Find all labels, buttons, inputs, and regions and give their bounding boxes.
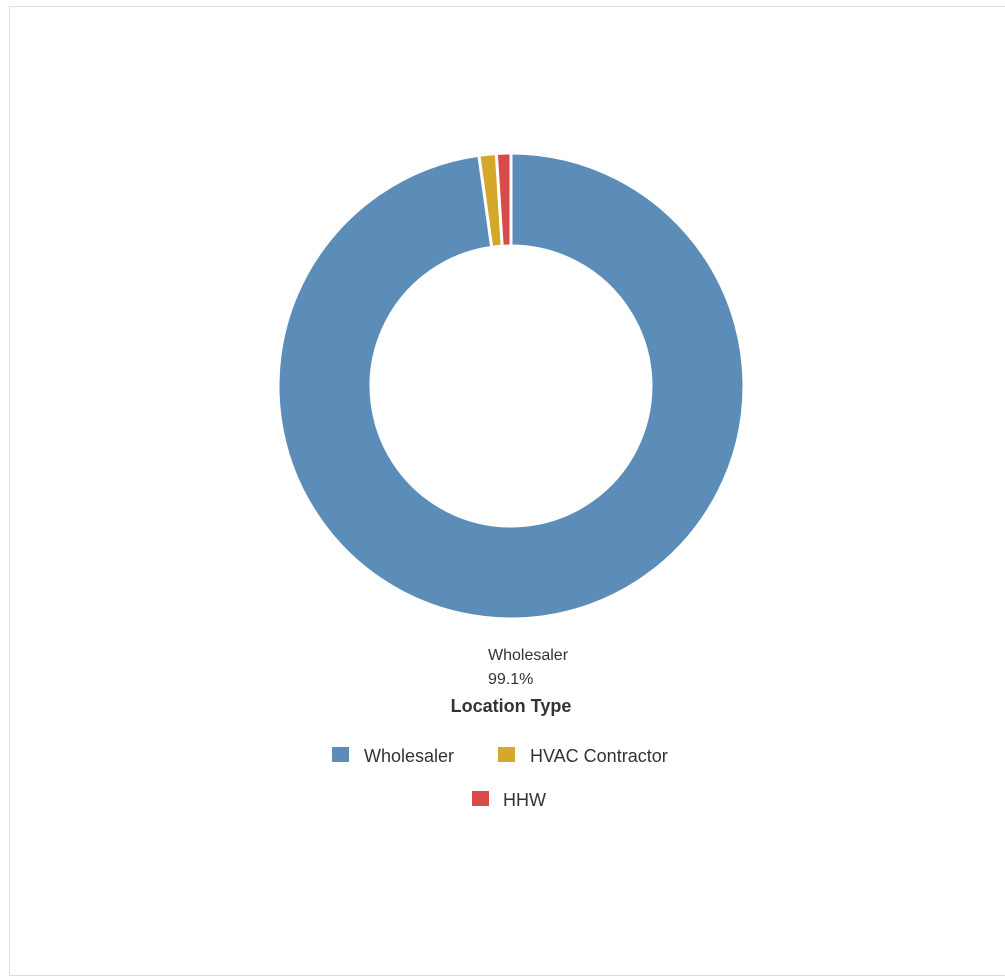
legend-item-hvac-contractor[interactable]: HVAC Contractor bbox=[498, 746, 668, 766]
legend-label-hvac-contractor: HVAC Contractor bbox=[530, 746, 668, 766]
donut-slice-wholesaler[interactable] bbox=[276, 151, 746, 621]
legend-swatch-hhw bbox=[472, 791, 489, 806]
legend-swatch-wholesaler bbox=[332, 747, 349, 762]
legend-label-hhw: HHW bbox=[503, 790, 546, 810]
legend-item-wholesaler[interactable]: Wholesaler bbox=[332, 746, 454, 766]
donut-slice-hhw[interactable] bbox=[494, 151, 513, 248]
donut-slices bbox=[276, 151, 746, 621]
legend-item-hhw[interactable]: HHW bbox=[472, 790, 546, 810]
chart-category-title: Location Type bbox=[451, 696, 572, 716]
legend: Wholesaler HVAC Contractor HHW bbox=[332, 746, 668, 810]
slice-label-value: 99.1% bbox=[488, 671, 533, 688]
legend-label-wholesaler: Wholesaler bbox=[364, 746, 454, 766]
legend-swatch-hvac-contractor bbox=[498, 747, 515, 762]
slice-label-name: Wholesaler bbox=[488, 647, 569, 664]
